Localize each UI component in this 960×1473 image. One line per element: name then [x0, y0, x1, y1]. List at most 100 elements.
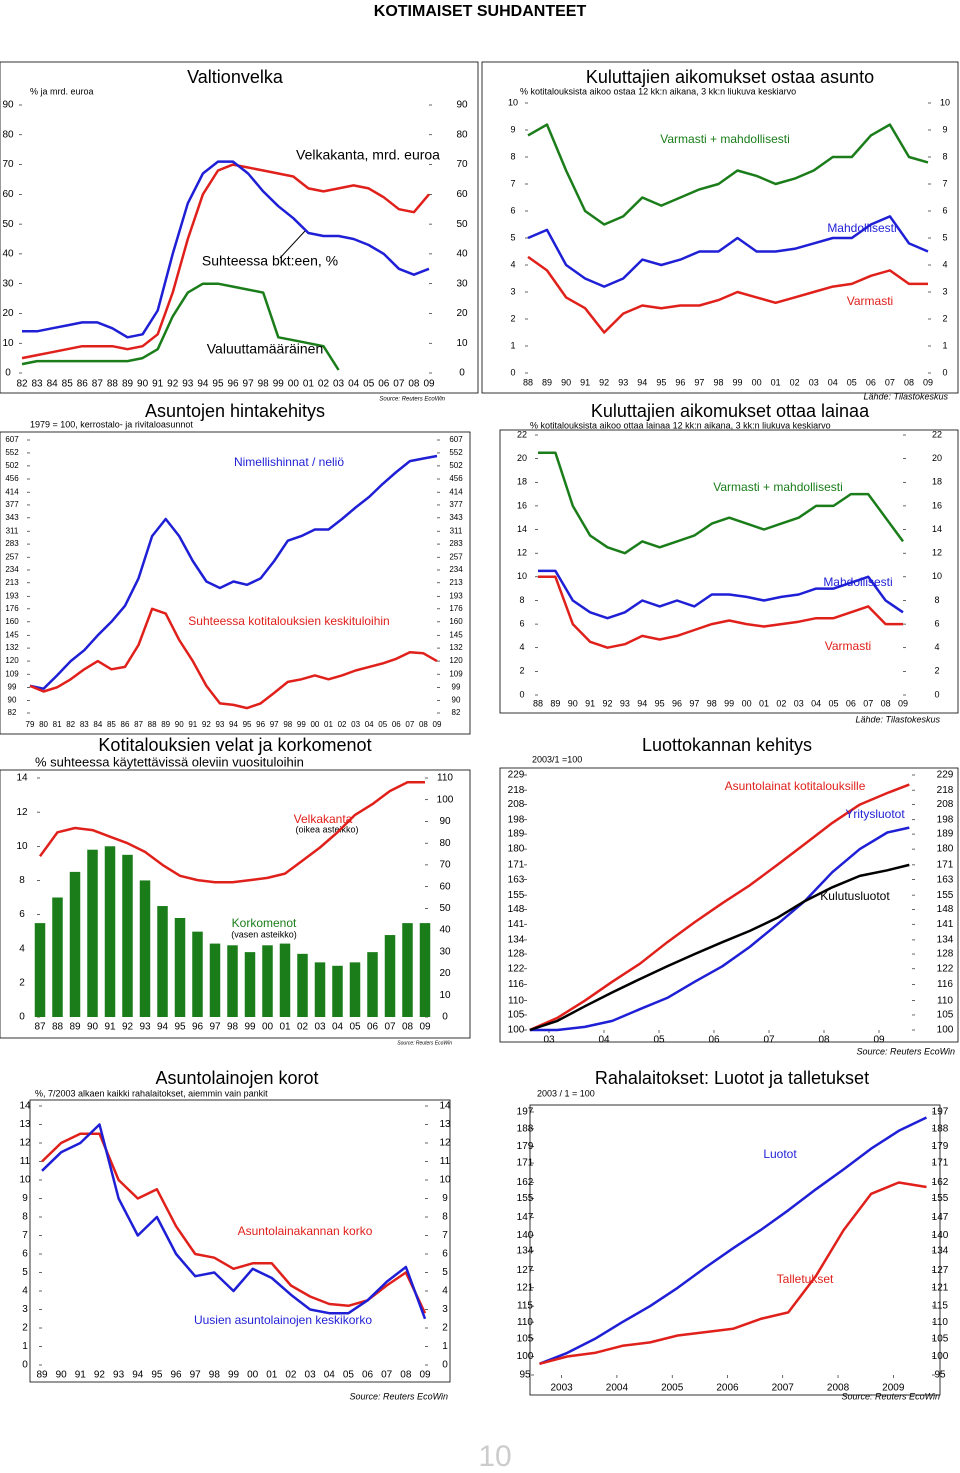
y2-tick-label: 7 [942, 178, 947, 188]
y2-tick-label: 10 [439, 1175, 451, 1186]
x-tick-label: 90 [87, 1022, 99, 1033]
y-tick-label: 5 [22, 1267, 28, 1278]
y-tick-label: 22 [517, 429, 527, 439]
y2-tick-label: 70 [439, 860, 451, 871]
x-tick-label: 99 [228, 1370, 240, 1381]
x-tick-label: 96 [672, 698, 682, 708]
y-tick-label: 100 [517, 1351, 534, 1362]
page-title: KOTIMAISET SUHDANTEET [374, 3, 587, 20]
y2-tick-label: 193 [449, 591, 463, 600]
y2-tick-label: 95 [934, 1370, 946, 1381]
y-tick-label: 10 [508, 97, 518, 107]
bar [69, 871, 81, 1017]
x-tick-label: 01 [279, 1022, 291, 1033]
y2-tick-label: 99 [452, 682, 461, 691]
y-tick-label: 134 [508, 935, 525, 946]
x-tick-label: 07 [863, 698, 873, 708]
y-tick-label: 4 [19, 943, 25, 954]
line [527, 123, 929, 226]
y2-tick-label: 121 [932, 1282, 949, 1293]
x-tick-label: 95 [151, 1370, 163, 1381]
x-tick-label: 98 [707, 698, 717, 708]
y-tick-label: 10 [2, 338, 14, 349]
y-tick-label: 20 [517, 453, 527, 463]
y-tick-label: 7 [510, 178, 515, 188]
x-tick-label: 89 [161, 720, 170, 729]
y2-tick-label: 0 [442, 1360, 448, 1371]
x-tick-label: 90 [568, 698, 578, 708]
x-tick-label: 90 [175, 720, 184, 729]
x-tick-label: 00 [742, 698, 752, 708]
y-tick-label: 90 [2, 100, 14, 111]
x-tick-label: 07 [393, 379, 405, 390]
line [22, 160, 430, 339]
y-tick-label: 6 [19, 909, 25, 920]
x-tick-label: 98 [713, 377, 723, 387]
y2-tick-label: 50 [456, 219, 468, 230]
line [539, 1181, 927, 1366]
y2-tick-label: 2 [442, 1323, 448, 1334]
x-tick-label: 05 [378, 720, 387, 729]
series-label: Velkakanta [294, 812, 353, 826]
y-tick-label: 188 [517, 1124, 534, 1135]
y2-tick-label: 115 [932, 1301, 948, 1312]
chart-title: Rahalaitokset: Luotot ja talletukset [595, 1068, 869, 1088]
y2-tick-label: 100 [937, 1025, 954, 1036]
x-tick-label: 07 [381, 1370, 393, 1381]
y-tick-label: 50 [2, 219, 14, 230]
y-tick-label: 160 [5, 617, 19, 626]
x-tick-label: 97 [209, 1022, 221, 1033]
line [538, 569, 904, 620]
line [38, 781, 425, 884]
y-tick-label: 343 [5, 513, 19, 522]
y-tick-label: 127 [517, 1265, 534, 1276]
series-label: Talletukset [777, 1272, 834, 1286]
x-tick-label: 93 [113, 1370, 125, 1381]
x-tick-label: 06 [708, 1035, 720, 1046]
x-tick-label: 80 [39, 720, 48, 729]
x-tick-label: 04 [324, 1370, 336, 1381]
line [29, 454, 438, 690]
y2-tick-label: 82 [452, 708, 461, 717]
bar [314, 962, 326, 1017]
y2-tick-label: 377 [449, 500, 463, 509]
y2-tick-label: 80 [439, 838, 451, 849]
y-tick-label: 155 [517, 1193, 534, 1204]
y-tick-label: 90 [8, 695, 17, 704]
x-tick-label: 06 [866, 377, 876, 387]
bar [139, 880, 151, 1017]
y-tick-label: 257 [5, 552, 19, 561]
x-tick-label: 92 [94, 1370, 106, 1381]
x-tick-label: 93 [620, 698, 630, 708]
panel-frame [29, 1099, 451, 1383]
chart-subtitle: % suhteessa käytettävissä oleviin vuosit… [35, 754, 304, 769]
x-tick-label: 07 [384, 1022, 396, 1033]
bar [244, 952, 256, 1017]
y2-tick-label: 70 [456, 159, 468, 170]
y2-tick-label: 0 [442, 1012, 448, 1023]
y2-tick-label: 80 [456, 129, 468, 140]
y2-tick-label: 110 [937, 995, 953, 1006]
y2-tick-label: 5 [442, 1267, 448, 1278]
y-tick-label: 105 [517, 1334, 534, 1345]
bar [104, 846, 116, 1017]
y-tick-label: 4 [510, 259, 515, 269]
x-tick-label: 87 [92, 379, 104, 390]
y2-tick-label: 12 [439, 1138, 451, 1149]
source: Lähde: Tilastokeskus [856, 714, 941, 724]
y-tick-label: 99 [8, 682, 17, 691]
y-tick-label: 4 [22, 1286, 28, 1297]
x-tick-label: 03 [543, 1035, 555, 1046]
x-tick-label: 83 [80, 720, 89, 729]
y2-tick-label: 7 [442, 1230, 448, 1241]
x-tick-label: 88 [523, 377, 533, 387]
chart-subtitle: 1979 = 100, kerrostalo- ja rivitaloasunn… [30, 419, 193, 429]
x-tick-label: 09 [419, 1022, 431, 1033]
x-tick-label: 08 [408, 379, 420, 390]
y-tick-label: 6 [22, 1249, 28, 1260]
y2-tick-label: 14 [932, 524, 942, 534]
y2-tick-label: 140 [932, 1230, 949, 1241]
x-tick-label: 85 [62, 379, 74, 390]
annotation: (vasen asteikko) [231, 929, 297, 939]
x-tick-label: 98 [258, 379, 270, 390]
